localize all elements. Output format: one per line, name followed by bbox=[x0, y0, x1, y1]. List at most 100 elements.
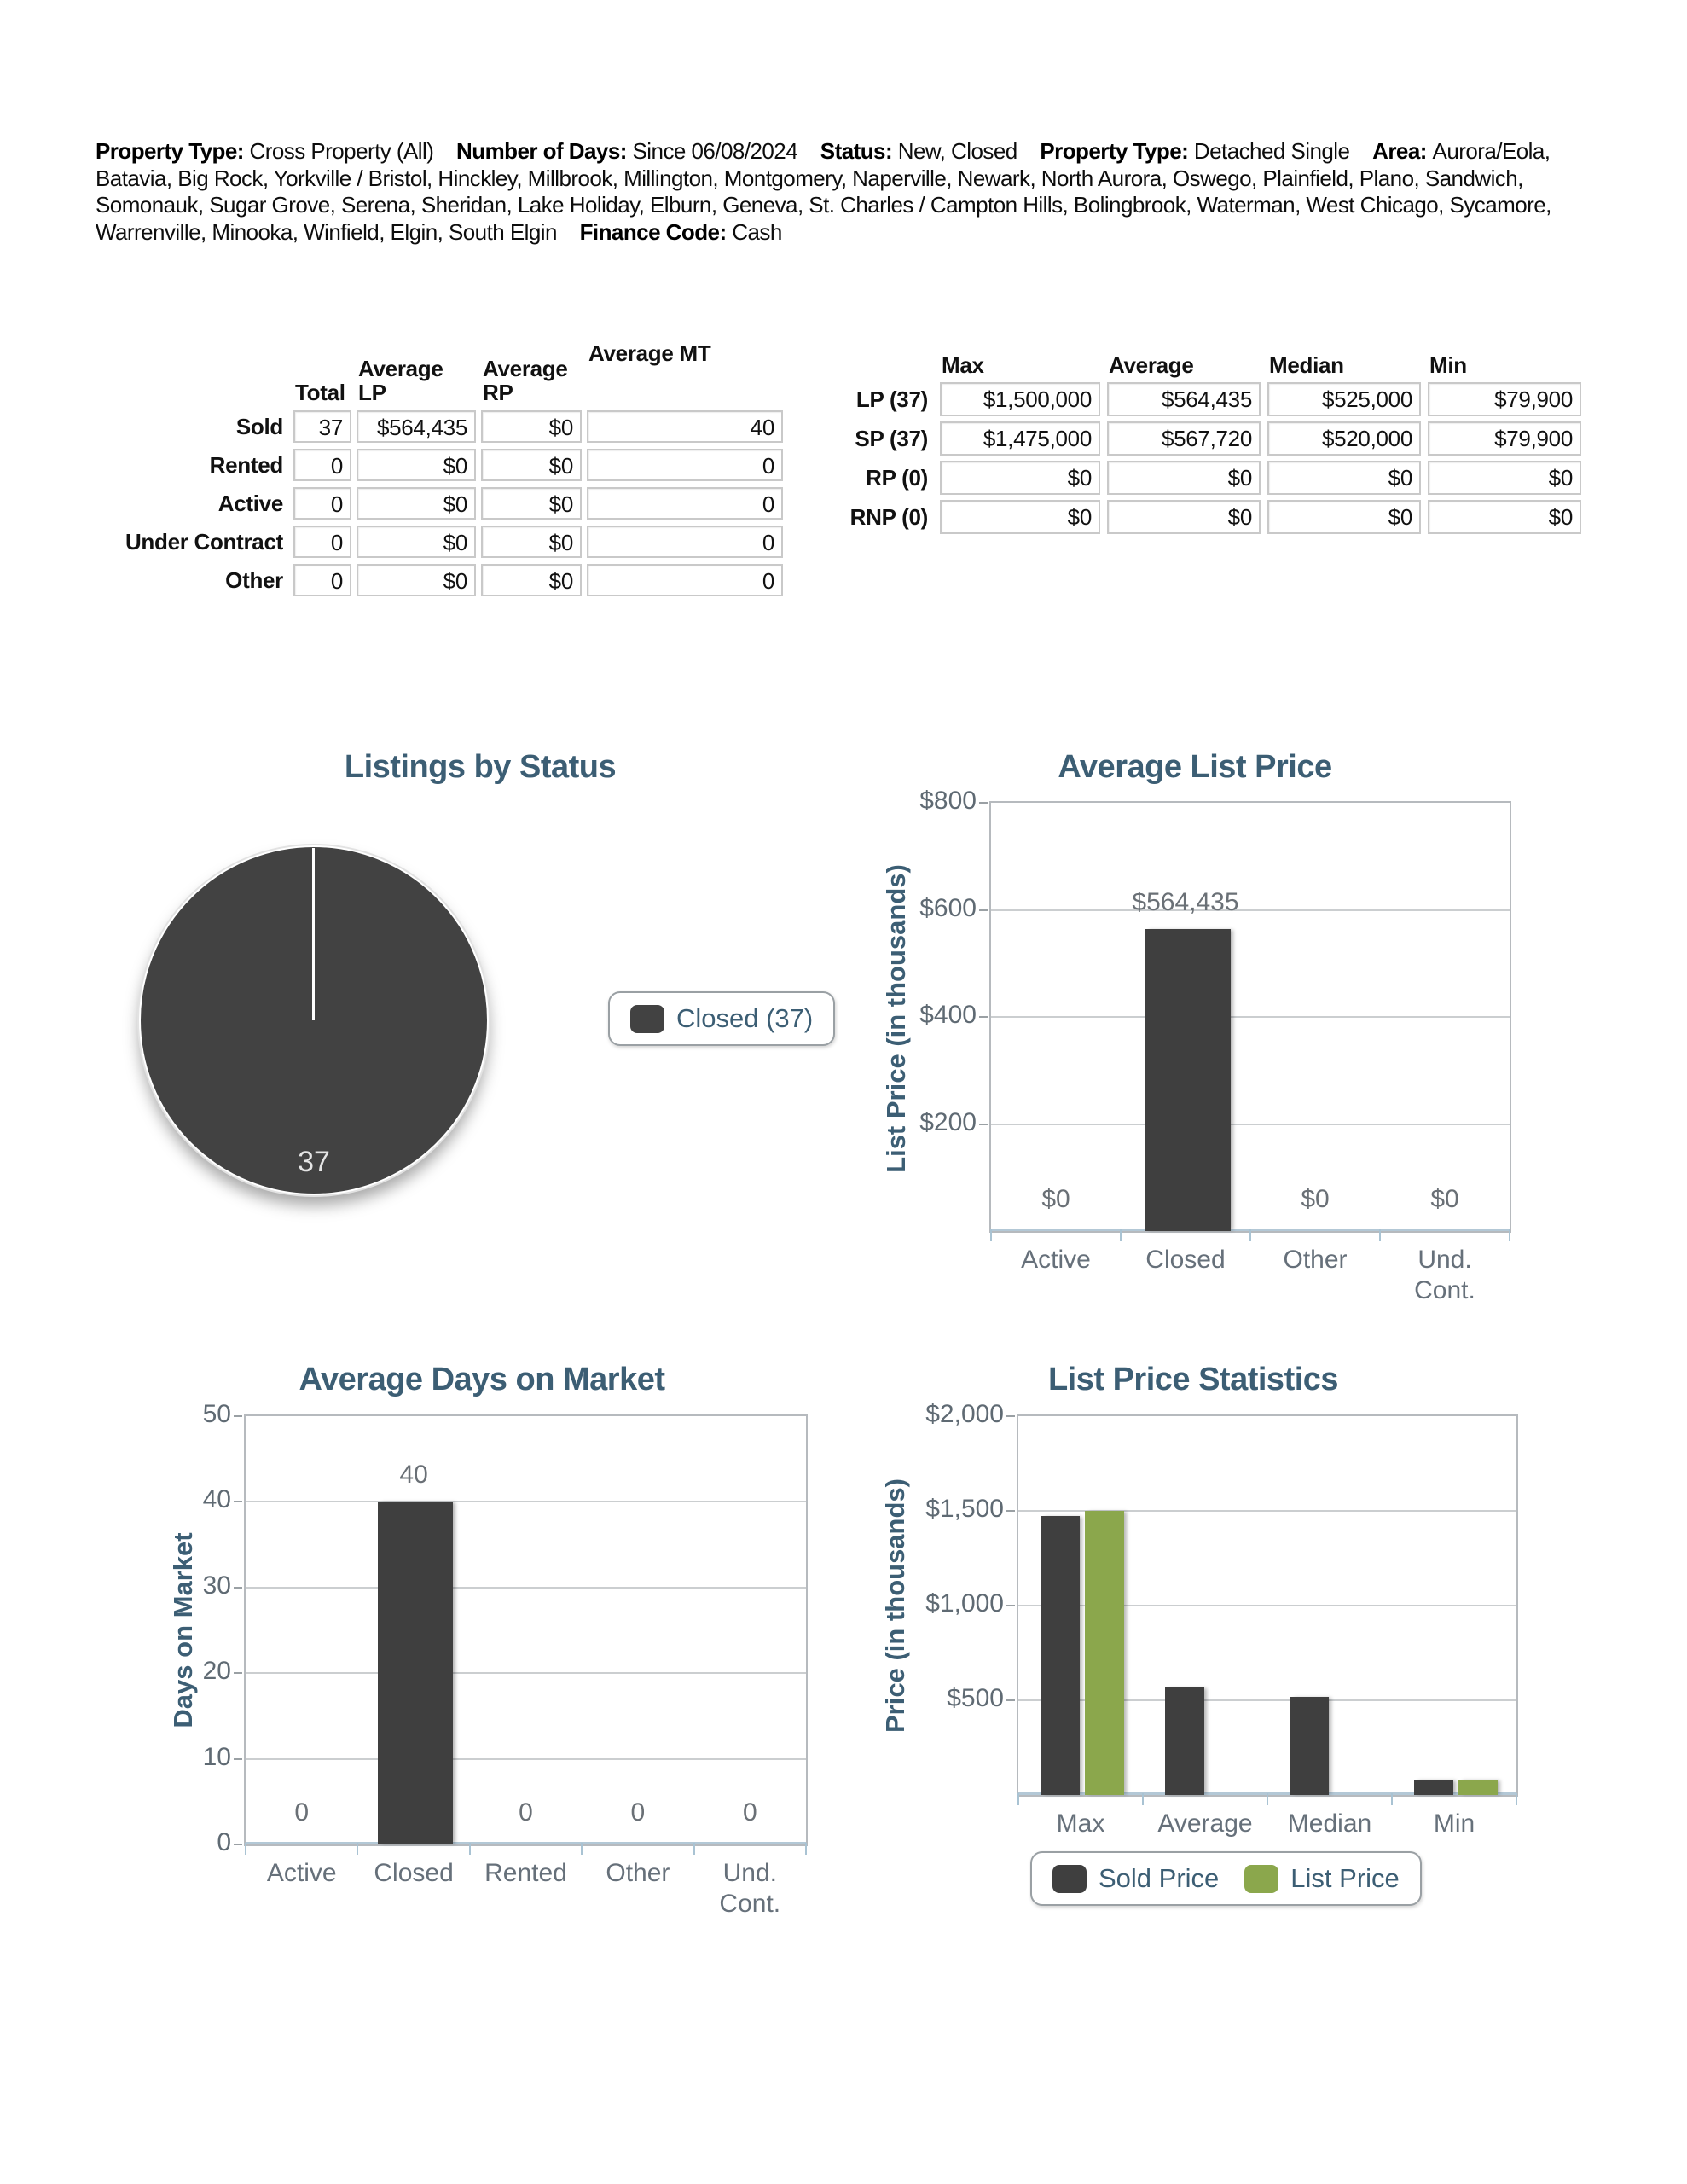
value-cell: $0 bbox=[357, 526, 476, 558]
value-cell: 37 bbox=[293, 410, 351, 443]
x-axis-label: Und. Cont. bbox=[1414, 1246, 1475, 1304]
price-statistics-table: Max Average Median Min LP (37) $1,500,000 $564… bbox=[838, 341, 1581, 534]
x-axis-tick bbox=[990, 1229, 992, 1241]
column-header: Median bbox=[1269, 352, 1344, 378]
legend-label: Closed (37) bbox=[676, 1003, 814, 1033]
row-label: Rented bbox=[209, 451, 284, 478]
legend-label: List Price bbox=[1290, 1863, 1400, 1893]
row-label: RP (0) bbox=[866, 464, 928, 491]
legend-item: List Price bbox=[1244, 1863, 1400, 1894]
row-label: Under Contract bbox=[125, 528, 283, 555]
criteria-value: Since 06/08/2024 bbox=[632, 138, 798, 164]
row-label: Active bbox=[217, 490, 284, 516]
value-cell: $0 bbox=[481, 487, 582, 520]
column-header: Max bbox=[942, 352, 984, 378]
row-label: SP (37) bbox=[855, 425, 928, 451]
y-tick-mark bbox=[234, 1672, 242, 1675]
legend-swatch bbox=[1244, 1864, 1279, 1893]
y-tick-mark bbox=[979, 802, 988, 804]
bar-value-label: $0 bbox=[1301, 1185, 1330, 1213]
criteria-value: New, Closed bbox=[897, 138, 1017, 164]
x-axis-tick bbox=[1391, 1793, 1393, 1805]
x-axis-label: Other bbox=[606, 1859, 670, 1887]
gridline bbox=[246, 1672, 806, 1675]
x-axis-tick bbox=[1509, 1229, 1510, 1241]
y-tick-mark bbox=[979, 1016, 988, 1018]
pie-slice-divider bbox=[312, 848, 315, 1020]
column-header: Average MT bbox=[588, 340, 711, 366]
value-cell: $567,720 bbox=[1107, 421, 1261, 456]
y-tick-label: $800 bbox=[919, 787, 977, 815]
value-cell: $79,900 bbox=[1428, 382, 1581, 416]
x-axis-label: Median bbox=[1287, 1809, 1372, 1838]
row-label: LP (37) bbox=[855, 386, 928, 412]
value-cell: $525,000 bbox=[1267, 382, 1421, 416]
value-cell: $0 bbox=[940, 500, 1100, 534]
pie-legend: Closed (37) bbox=[608, 991, 836, 1046]
value-cell: $564,435 bbox=[1107, 382, 1261, 416]
legend-label: Sold Price bbox=[1099, 1863, 1220, 1893]
bar bbox=[1458, 1780, 1498, 1795]
value-cell: $79,900 bbox=[1428, 421, 1581, 456]
value-cell: 0 bbox=[587, 526, 783, 558]
value-cell: $0 bbox=[357, 487, 476, 520]
criteria-value: Aurora/Eola, Batavia, Big Rock, Yorkvill… bbox=[96, 138, 1551, 245]
value-cell: $0 bbox=[1267, 500, 1421, 534]
value-cell: 0 bbox=[587, 564, 783, 596]
pie-chart-listings-by-status: 37 bbox=[139, 845, 489, 1195]
list-price-statistics-legend: Sold Price List Price bbox=[1030, 1851, 1422, 1906]
y-tick-mark bbox=[1006, 1605, 1015, 1606]
x-axis-tick bbox=[245, 1843, 246, 1855]
bar bbox=[1165, 1687, 1204, 1795]
x-axis-tick bbox=[1379, 1229, 1381, 1241]
chart-title-list-price-statistics: List Price Statistics bbox=[1047, 1362, 1339, 1397]
x-axis-label: Active bbox=[266, 1859, 337, 1887]
y-tick-label: 0 bbox=[217, 1828, 231, 1856]
y-tick-label: $2,000 bbox=[925, 1400, 1004, 1428]
value-cell: $0 bbox=[1267, 461, 1421, 495]
value-cell: 0 bbox=[293, 449, 351, 481]
value-cell: $0 bbox=[357, 564, 476, 596]
x-axis-line bbox=[246, 1842, 806, 1844]
pie-slice-value: 37 bbox=[298, 1146, 330, 1178]
legend-item: Closed (37) bbox=[630, 1003, 813, 1034]
legend-item: Sold Price bbox=[1052, 1863, 1219, 1894]
column-header: Average bbox=[1109, 352, 1194, 378]
x-axis-tick bbox=[1142, 1793, 1144, 1805]
x-axis-tick bbox=[1120, 1229, 1122, 1241]
bar-value-label: 0 bbox=[630, 1798, 646, 1827]
x-axis-label: Min bbox=[1433, 1809, 1475, 1838]
value-cell: 0 bbox=[293, 526, 351, 558]
row-label: Other bbox=[225, 566, 283, 593]
x-axis-label: Max bbox=[1056, 1809, 1105, 1838]
column-header: Average RP bbox=[483, 356, 568, 405]
column-header: Average LP bbox=[358, 356, 443, 405]
value-cell: $0 bbox=[1107, 461, 1261, 495]
value-cell: $0 bbox=[357, 449, 476, 481]
column-header: Total bbox=[295, 380, 345, 405]
row-label: Sold bbox=[235, 413, 283, 439]
chart-title-average-days-on-market: Average Days on Market bbox=[299, 1362, 665, 1397]
gridline bbox=[246, 1586, 806, 1589]
x-axis-tick bbox=[1267, 1793, 1268, 1805]
x-axis-tick bbox=[581, 1843, 583, 1855]
y-tick-label: 50 bbox=[202, 1400, 231, 1428]
gridline bbox=[1018, 1699, 1516, 1701]
y-tick-mark bbox=[979, 1123, 988, 1125]
y-tick-mark bbox=[1006, 1510, 1015, 1512]
bar-value-label: $0 bbox=[1041, 1185, 1070, 1213]
y-tick-mark bbox=[234, 1757, 242, 1760]
gridline bbox=[1018, 1605, 1516, 1606]
value-cell: $1,500,000 bbox=[940, 382, 1100, 416]
y-tick-label: $600 bbox=[919, 893, 977, 922]
value-cell: $0 bbox=[1107, 500, 1261, 534]
criteria-label: Property Type: bbox=[1040, 138, 1194, 164]
value-cell: 0 bbox=[293, 487, 351, 520]
bar bbox=[1085, 1511, 1124, 1795]
bar-value-label: 0 bbox=[294, 1798, 310, 1827]
criteria-label: Property Type: bbox=[96, 138, 250, 164]
x-axis-tick bbox=[1516, 1793, 1517, 1805]
value-cell: $1,475,000 bbox=[940, 421, 1100, 456]
gridline bbox=[991, 909, 1510, 911]
